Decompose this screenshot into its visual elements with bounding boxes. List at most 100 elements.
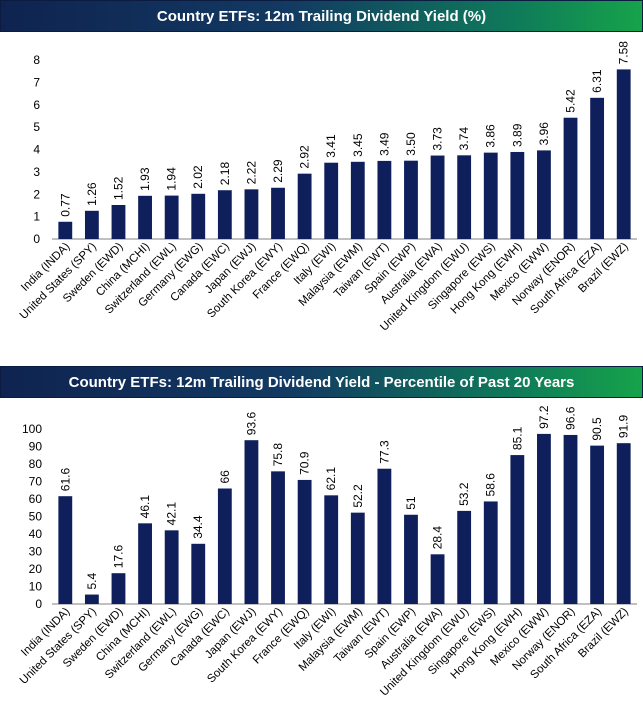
percentile-chart-panel: Country ETFs: 12m Trailing Dividend Yiel… [0,366,643,726]
data-label: 28.4 [431,526,445,550]
data-label: 3.74 [457,127,471,151]
data-label: 51 [404,496,418,510]
data-label: 3.45 [351,133,365,157]
bar-percentile-5 [191,543,206,604]
data-label: 1.94 [165,167,179,191]
data-label: 34.4 [191,515,205,539]
data-label: 2.22 [244,161,258,185]
bar-yield-15 [457,155,472,239]
y-tick-label: 30 [29,545,43,559]
bar-percentile-18 [537,433,551,604]
data-label: 1.52 [111,176,125,200]
data-label: 75.8 [271,443,285,467]
bar-yield-19 [563,117,578,239]
bar-percentile-1 [84,594,99,604]
y-tick-label: 100 [22,422,42,436]
data-label: 2.29 [271,159,285,183]
bar-percentile-17 [510,455,525,604]
bar-percentile-13 [404,514,418,604]
data-label: 1.26 [85,182,99,206]
data-label: 46.1 [138,495,152,519]
bar-percentile-11 [350,512,365,604]
bar-percentile-4 [164,530,179,604]
data-label: 2.02 [191,165,205,189]
data-label: 3.41 [324,134,338,158]
bar-yield-14 [430,155,445,239]
bar-yield-17 [510,151,525,239]
data-label: 91.9 [617,414,631,438]
data-label: 0.77 [58,193,72,217]
y-tick-label: 8 [33,53,40,67]
bar-yield-13 [404,160,418,239]
data-label: 52.2 [351,484,365,508]
bar-percentile-9 [297,479,312,604]
y-tick-label: 3 [33,165,40,179]
data-label: 3.50 [404,132,418,156]
bar-yield-8 [271,187,285,239]
bar-percentile-12 [377,468,392,604]
bar-yield-3 [138,195,152,239]
bar-yield-4 [164,195,179,239]
bar-percentile-15 [457,510,472,604]
data-label: 93.6 [244,412,258,436]
y-tick-label: 10 [29,580,43,594]
data-label: 53.2 [457,482,471,506]
y-tick-label: 40 [29,527,43,541]
bar-percentile-21 [616,443,631,604]
bar-yield-18 [537,150,551,239]
data-label: 90.5 [590,417,604,441]
bar-yield-6 [217,190,232,239]
data-label: 17.6 [111,545,125,569]
data-label: 66 [218,470,232,484]
data-label: 3.89 [510,123,524,147]
y-tick-label: 1 [33,210,40,224]
bar-percentile-8 [271,471,285,604]
y-tick-label: 60 [29,492,43,506]
y-tick-label: 90 [29,440,43,454]
bar-yield-11 [350,161,365,239]
dividend-yield-chart-panel: Country ETFs: 12m Trailing Dividend Yiel… [0,0,643,358]
y-tick-label: 5 [33,120,40,134]
bar-yield-1 [84,210,99,239]
bar-yield-7 [244,189,259,239]
y-tick-label: 6 [33,98,40,112]
data-label: 97.2 [537,405,551,429]
data-label: 3.73 [431,127,445,151]
data-label: 77.3 [377,440,391,464]
bar-percentile-14 [430,554,445,604]
bar-percentile-2 [111,573,126,604]
y-tick-label: 4 [33,143,40,157]
y-tick-label: 0 [33,232,40,246]
chart-title: Country ETFs: 12m Trailing Dividend Yiel… [0,366,643,398]
bar-percentile-6 [217,488,232,604]
bar-percentile-16 [483,501,498,604]
bar-yield-0 [58,221,73,239]
y-tick-label: 2 [33,187,40,201]
y-tick-label: 20 [29,562,43,576]
data-label: 61.6 [58,468,72,492]
data-label: 70.9 [298,451,312,475]
data-label: 3.96 [537,122,551,146]
data-label: 3.49 [377,132,391,156]
data-label: 2.92 [298,145,312,169]
data-label: 3.86 [484,124,498,148]
data-label: 58.6 [484,473,498,497]
y-tick-label: 70 [29,475,43,489]
bar-percentile-20 [590,445,605,604]
y-tick-label: 80 [29,457,43,471]
data-label: 2.18 [218,162,232,186]
data-label: 7.58 [617,41,631,65]
y-tick-label: 50 [29,510,43,524]
data-label: 85.1 [510,426,524,450]
data-label: 5.4 [85,573,99,590]
bar-yield-12 [377,160,392,239]
bar-percentile-19 [563,434,578,604]
chart-title: Country ETFs: 12m Trailing Dividend Yiel… [0,0,643,32]
bar-yield-2 [111,204,126,239]
bar-yield-21 [616,69,631,240]
data-label: 62.1 [324,467,338,491]
y-tick-label: 7 [33,75,40,89]
bar-yield-9 [297,173,312,239]
